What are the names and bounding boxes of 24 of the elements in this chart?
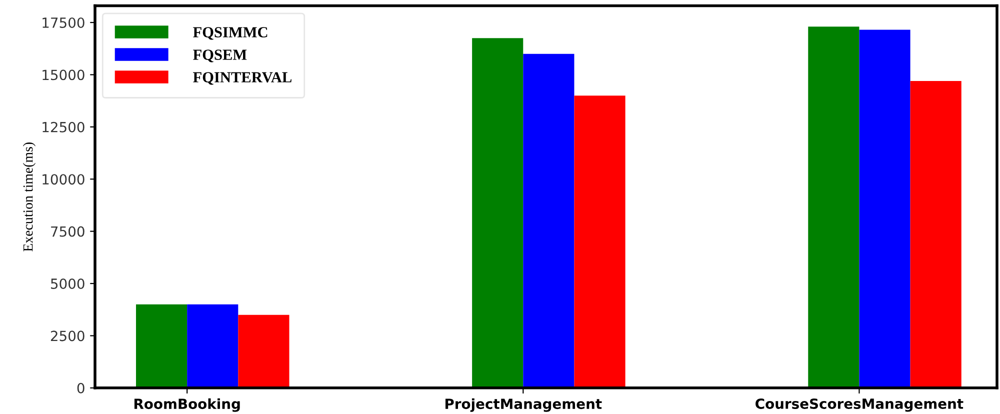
x-tick-label: ProjectManagement [445, 398, 602, 412]
bar [574, 96, 626, 388]
y-tick-label: 10000 [42, 174, 84, 185]
y-tick-label: 0 [77, 382, 84, 394]
y-tick-label: 12500 [42, 122, 84, 132]
y-tick-label: 7500 [51, 226, 84, 237]
bar [859, 30, 910, 388]
x-tick-label: CourseScoresManagement [756, 398, 964, 412]
legend-label: FQSEM [193, 50, 247, 62]
y-tick-label: 17500 [42, 17, 84, 28]
y-tick-label: 15000 [42, 70, 84, 80]
bar [472, 38, 524, 388]
bar [808, 26, 860, 388]
bar [523, 54, 574, 388]
y-tick-label: 2500 [50, 330, 84, 342]
bar [187, 304, 238, 388]
y-tick-label: 5000 [51, 278, 84, 289]
x-tick-label: RoomBooking [134, 398, 240, 412]
bar [910, 80, 962, 388]
legend-label: FQINTERVAL [193, 72, 292, 85]
legend-label: FQSIMMC [193, 27, 268, 40]
bar [136, 304, 188, 388]
bar [238, 314, 290, 388]
y-axis-title: Execution time(ms) [22, 142, 36, 252]
